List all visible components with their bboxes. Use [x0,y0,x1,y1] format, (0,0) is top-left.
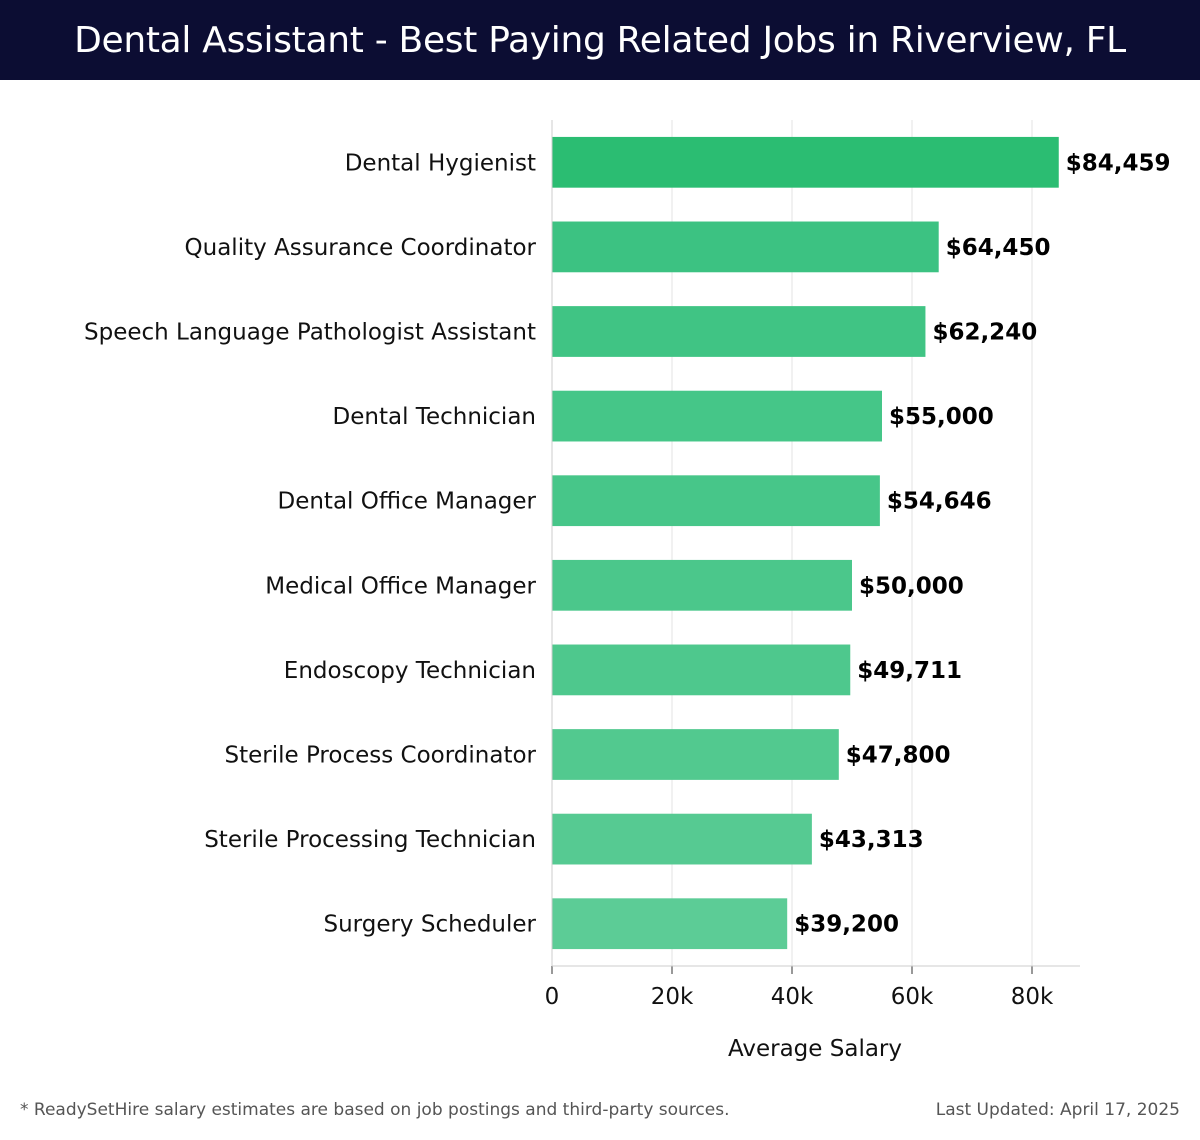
axes [551,120,1080,974]
value-label: $55,000 [889,404,994,430]
bar [552,559,852,611]
category-label: Speech Language Pathologist Assistant [84,320,536,346]
value-label: $64,450 [946,235,1051,261]
bar [552,390,882,442]
x-tick-label: 60k [891,984,934,1010]
category-label: Sterile Processing Technician [204,827,536,853]
value-label: $43,313 [819,827,924,853]
bar [552,898,788,950]
category-label: Quality Assurance Coordinator [185,235,537,261]
bar [552,136,1059,188]
category-label: Dental Technician [333,404,536,430]
x-tick-label: 20k [651,984,694,1010]
bar [552,813,812,865]
bar [552,306,926,357]
category-label: Medical Office Manager [265,573,536,599]
value-label: $47,800 [846,743,951,769]
x-axis-title: Average Salary [728,1036,902,1062]
bar [552,221,939,273]
bar [552,644,851,696]
bars [552,136,1059,950]
x-tick-label: 0 [545,984,560,1010]
category-label: Dental Office Manager [277,489,536,515]
value-label: $54,646 [887,489,992,515]
value-label: $49,711 [857,658,962,684]
category-label: Endoscopy Technician [284,658,536,684]
value-label: $39,200 [794,912,899,938]
bar [552,729,839,780]
last-updated: Last Updated: April 17, 2025 [935,1100,1180,1120]
category-label: Dental Hygienist [345,150,536,176]
x-tick-label: 40k [771,984,814,1010]
labels: 0 20k 40k 60k 80k Dental Hygienist $84,459 Qual… [84,150,1171,1010]
category-label: Surgery Scheduler [323,912,536,938]
chart-header: Dental Assistant - Best Paying Related J… [0,0,1200,80]
chart-title: Dental Assistant - Best Paying Related J… [74,19,1126,61]
value-label: $50,000 [859,573,964,599]
value-label: $62,240 [932,320,1037,346]
category-label: Sterile Process Coordinator [225,743,537,769]
footer-note: * ReadySetHire salary estimates are base… [20,1100,730,1120]
x-tick-label: 80k [1011,984,1054,1010]
value-label: $84,459 [1066,150,1171,176]
bar [552,475,880,527]
salary-bar-chart: 0 20k 40k 60k 80k Dental Hygienist $84,459 Qual… [84,120,1171,1062]
